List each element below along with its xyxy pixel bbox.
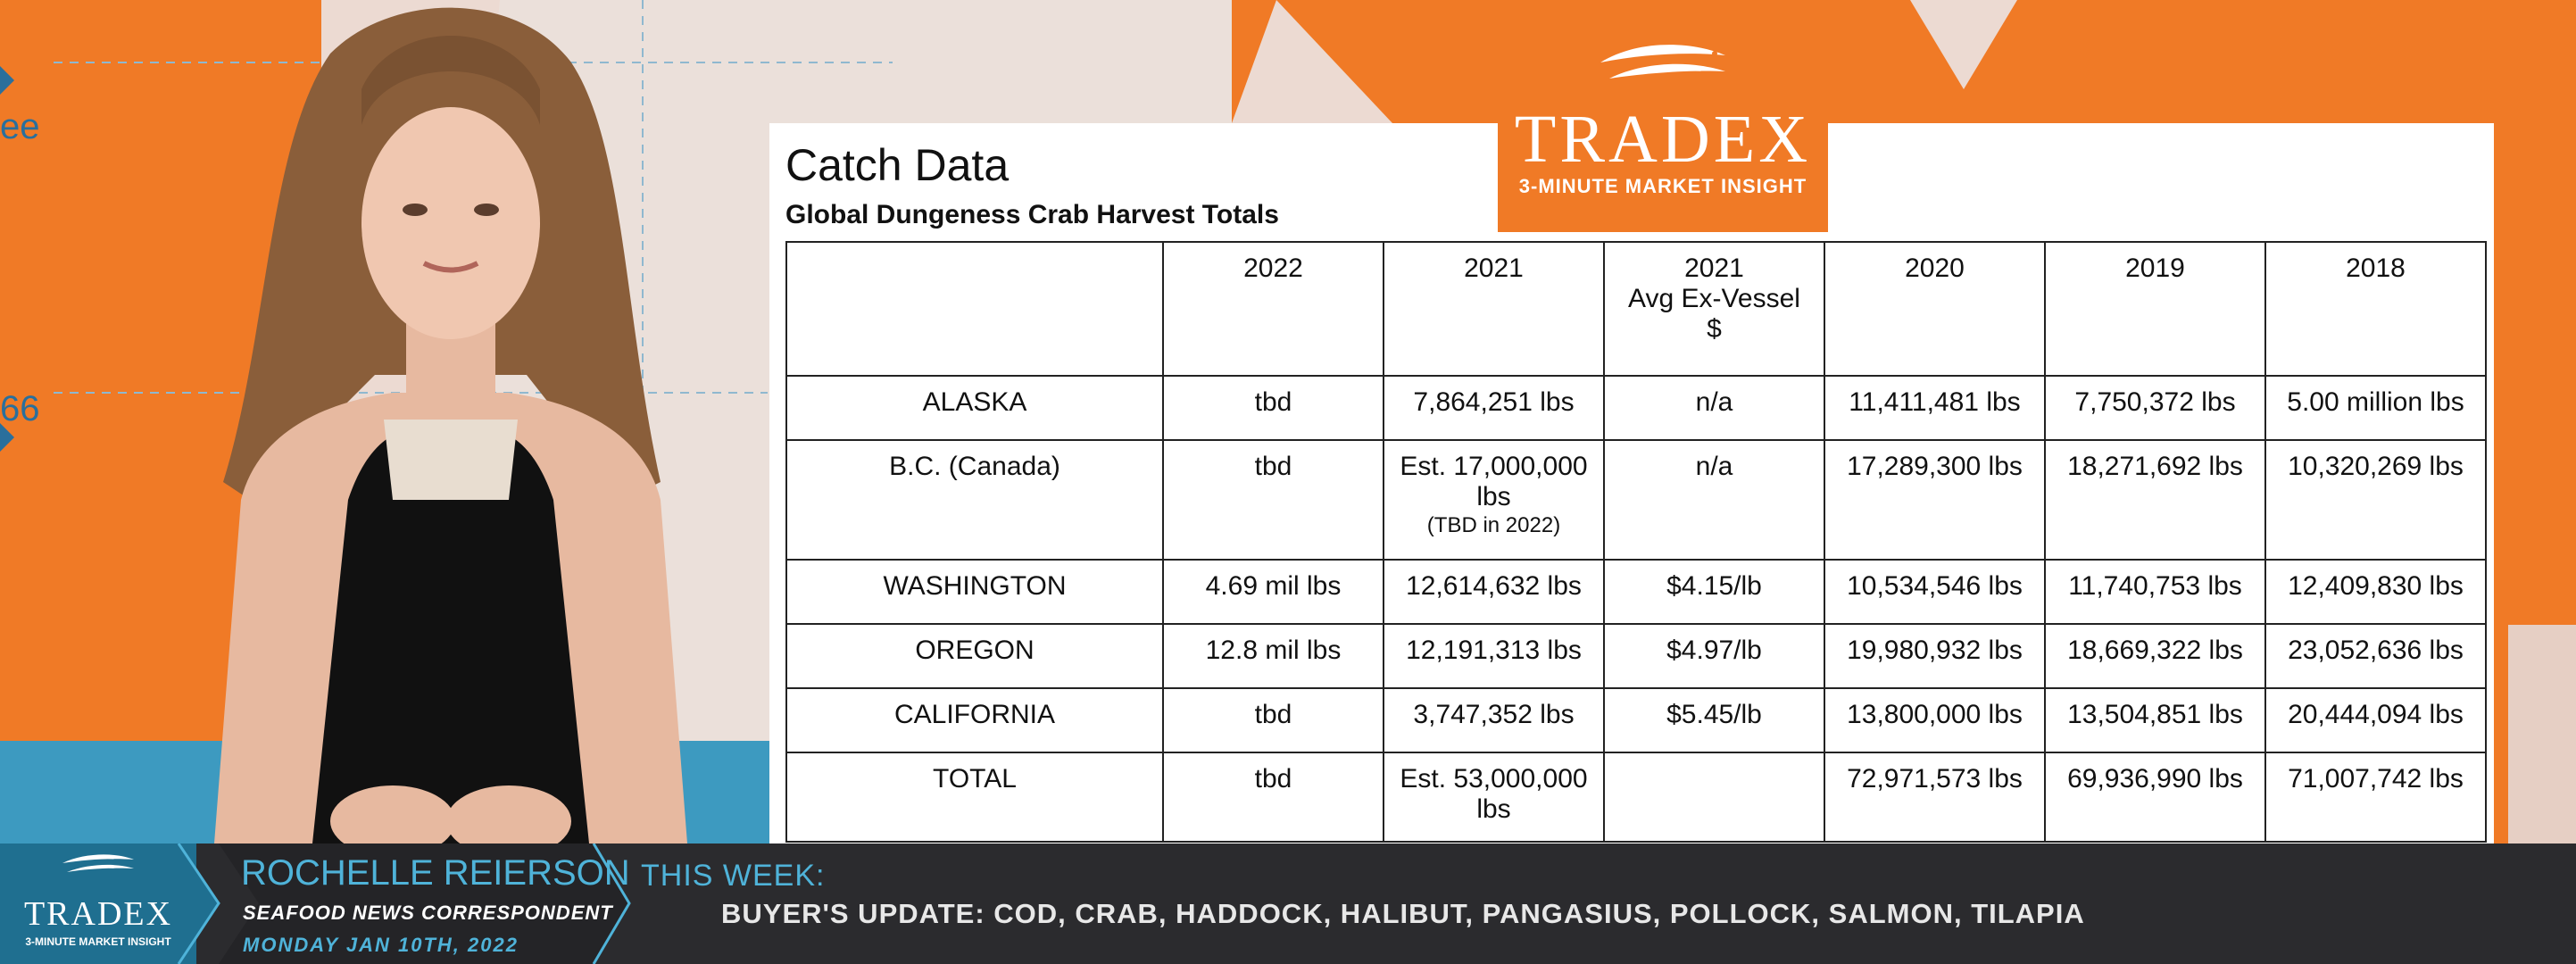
cell-value: tbd [1162, 687, 1384, 753]
cell-value: $4.15/lb [1603, 559, 1825, 625]
logo-tagline: 3-MINUTE MARKET INSIGHT [1518, 175, 1807, 197]
presenter-figure [214, 7, 687, 844]
news-ticker: BUYER'S UPDATE: COD, CRAB, HADDOCK, HALI… [721, 898, 2085, 929]
cell-region: B.C. (Canada) [785, 439, 1164, 561]
cell-value: Est. 17,000,000 lbs (TBD in 2022) [1383, 439, 1605, 561]
cell-value: 12.8 mil lbs [1162, 623, 1384, 689]
cell-value: 20,444,094 lbs [2264, 687, 2487, 753]
document-title: Catch Data [785, 140, 1010, 190]
cell-value-text: Est. 17,000,000 lbs [1400, 452, 1588, 511]
presenter-role: SEAFOOD NEWS CORRESPONDENT [243, 902, 613, 924]
lower-third-logo-wordmark: TRADEX [23, 895, 173, 933]
cell-value: tbd [1162, 752, 1384, 843]
cell-value: $4.97/lb [1603, 623, 1825, 689]
tradex-logo: TRADEX 3-MINUTE MARKET INSIGHT [1498, 0, 1828, 232]
header-cell-region [785, 241, 1164, 377]
cell-region: CALIFORNIA [785, 687, 1164, 753]
cell-value: 4.69 mil lbs [1162, 559, 1384, 625]
cell-value: $5.45/lb [1603, 687, 1825, 753]
table-row: ALASKA tbd 7,864,251 lbs n/a 11,411,481 … [785, 375, 2487, 441]
table-header-row: 2022 2021 2021 Avg Ex-Vessel $ 2020 2019… [785, 241, 2487, 377]
edge-number-middle: 66 [0, 389, 40, 428]
cell-value: 12,191,313 lbs [1383, 623, 1605, 689]
catch-data-document: Catch Data Global Dungeness Crab Harvest… [769, 123, 2494, 844]
presenter-name: ROCHELLE REIERSON [241, 853, 630, 893]
cell-value: 17,289,300 lbs [1824, 439, 2046, 561]
cell-value [1603, 752, 1825, 843]
fish-logo-icon [1600, 45, 1725, 79]
harvest-table: 2022 2021 2021 Avg Ex-Vessel $ 2020 2019… [785, 241, 2487, 843]
header-cell-2021: 2021 [1383, 241, 1605, 377]
cell-value: 7,864,251 lbs [1383, 375, 1605, 441]
cell-value: 10,534,546 lbs [1824, 559, 2046, 625]
cell-value: 5.00 million lbs [2264, 375, 2487, 441]
cell-value: 13,504,851 lbs [2044, 687, 2266, 753]
cell-value: 12,409,830 lbs [2264, 559, 2487, 625]
cell-note: (TBD in 2022) [1426, 513, 1561, 537]
table-row: B.C. (Canada) tbd Est. 17,000,000 lbs (T… [785, 439, 2487, 561]
edge-number-top: ee [0, 107, 40, 146]
table-row-total: TOTAL tbd Est. 53,000,000 lbs 72,971,573… [785, 752, 2487, 843]
header-cell-2022: 2022 [1162, 241, 1384, 377]
cell-value: 10,320,269 lbs [2264, 439, 2487, 561]
cell-value: 69,936,990 lbs [2044, 752, 2266, 843]
cell-value: n/a [1603, 439, 1825, 561]
header-cell-2018: 2018 [2264, 241, 2487, 377]
cell-value: tbd [1162, 439, 1384, 561]
document-subtitle: Global Dungeness Crab Harvest Totals [785, 200, 1279, 229]
header-cell-2019: 2019 [2044, 241, 2266, 377]
cell-value: n/a [1603, 375, 1825, 441]
broadcast-date: MONDAY JAN 10TH, 2022 [243, 934, 519, 956]
cell-region: ALASKA [785, 375, 1164, 441]
table-row: CALIFORNIA tbd 3,747,352 lbs $5.45/lb 13… [785, 687, 2487, 753]
cell-value: 72,971,573 lbs [1824, 752, 2046, 843]
cell-value: 18,271,692 lbs [2044, 439, 2266, 561]
cell-value: 13,800,000 lbs [1824, 687, 2046, 753]
cell-value: 11,411,481 lbs [1824, 375, 2046, 441]
cell-value: 19,980,932 lbs [1824, 623, 2046, 689]
cell-region: WASHINGTON [785, 559, 1164, 625]
cell-value: 12,614,632 lbs [1383, 559, 1605, 625]
lower-third-chevrons [0, 844, 631, 964]
header-cell-2020: 2020 [1824, 241, 2046, 377]
cell-region: TOTAL [785, 752, 1164, 843]
table-row: OREGON 12.8 mil lbs 12,191,313 lbs $4.97… [785, 623, 2487, 689]
table-row: WASHINGTON 4.69 mil lbs 12,614,632 lbs $… [785, 559, 2487, 625]
cell-value: 11,740,753 lbs [2044, 559, 2266, 625]
cell-value: 23,052,636 lbs [2264, 623, 2487, 689]
cell-value: Est. 53,000,000 lbs [1383, 752, 1605, 843]
cell-value: 3,747,352 lbs [1383, 687, 1605, 753]
cell-value: 7,750,372 lbs [2044, 375, 2266, 441]
lower-third-logo-tagline: 3-MINUTE MARKET INSIGHT [25, 935, 171, 948]
cell-value: 18,669,322 lbs [2044, 623, 2266, 689]
cell-value: 71,007,742 lbs [2264, 752, 2487, 843]
logo-wordmark: TRADEX [1514, 102, 1812, 177]
cell-value: tbd [1162, 375, 1384, 441]
cell-region: OREGON [785, 623, 1164, 689]
this-week-label: THIS WEEK: [641, 859, 826, 893]
header-cell-2021-avg-ex-vessel: 2021 Avg Ex-Vessel $ [1603, 241, 1825, 377]
